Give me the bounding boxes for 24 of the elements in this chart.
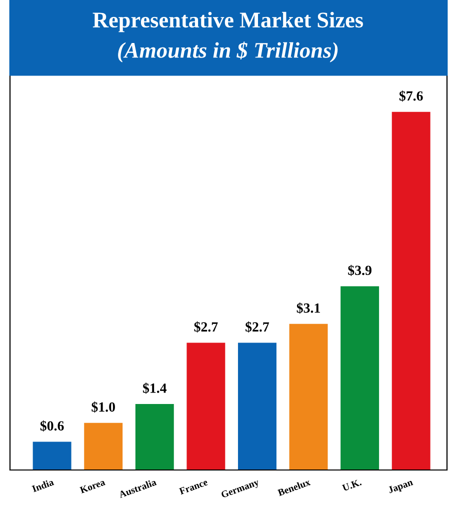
chart-title: Representative Market Sizes — [92, 12, 364, 32]
bar — [392, 112, 430, 470]
x-tick-label: Benelux — [277, 478, 311, 496]
x-tick-label: India — [32, 478, 54, 492]
data-label: $7.6 — [399, 90, 423, 102]
x-tick-label: U.K. — [342, 478, 362, 492]
bar — [238, 342, 276, 470]
data-label: $1.4 — [142, 382, 167, 394]
x-tick-label: Korea — [79, 478, 106, 494]
bar — [289, 324, 328, 470]
data-label: $3.1 — [296, 302, 320, 314]
x-tick-label: Japan — [388, 478, 414, 496]
data-label: $3.9 — [348, 264, 372, 276]
bar — [186, 342, 226, 470]
data-label: $0.6 — [40, 420, 64, 432]
data-label: $2.7 — [194, 321, 218, 333]
bar — [340, 286, 380, 470]
bar — [135, 404, 174, 470]
data-label: $2.7 — [246, 321, 270, 333]
x-tick-label: France — [178, 478, 208, 495]
bar — [84, 422, 123, 470]
chart-subtitle: (Amounts in $ Trillions) — [118, 42, 338, 62]
data-label: $1.0 — [92, 402, 115, 413]
bar — [32, 442, 72, 470]
